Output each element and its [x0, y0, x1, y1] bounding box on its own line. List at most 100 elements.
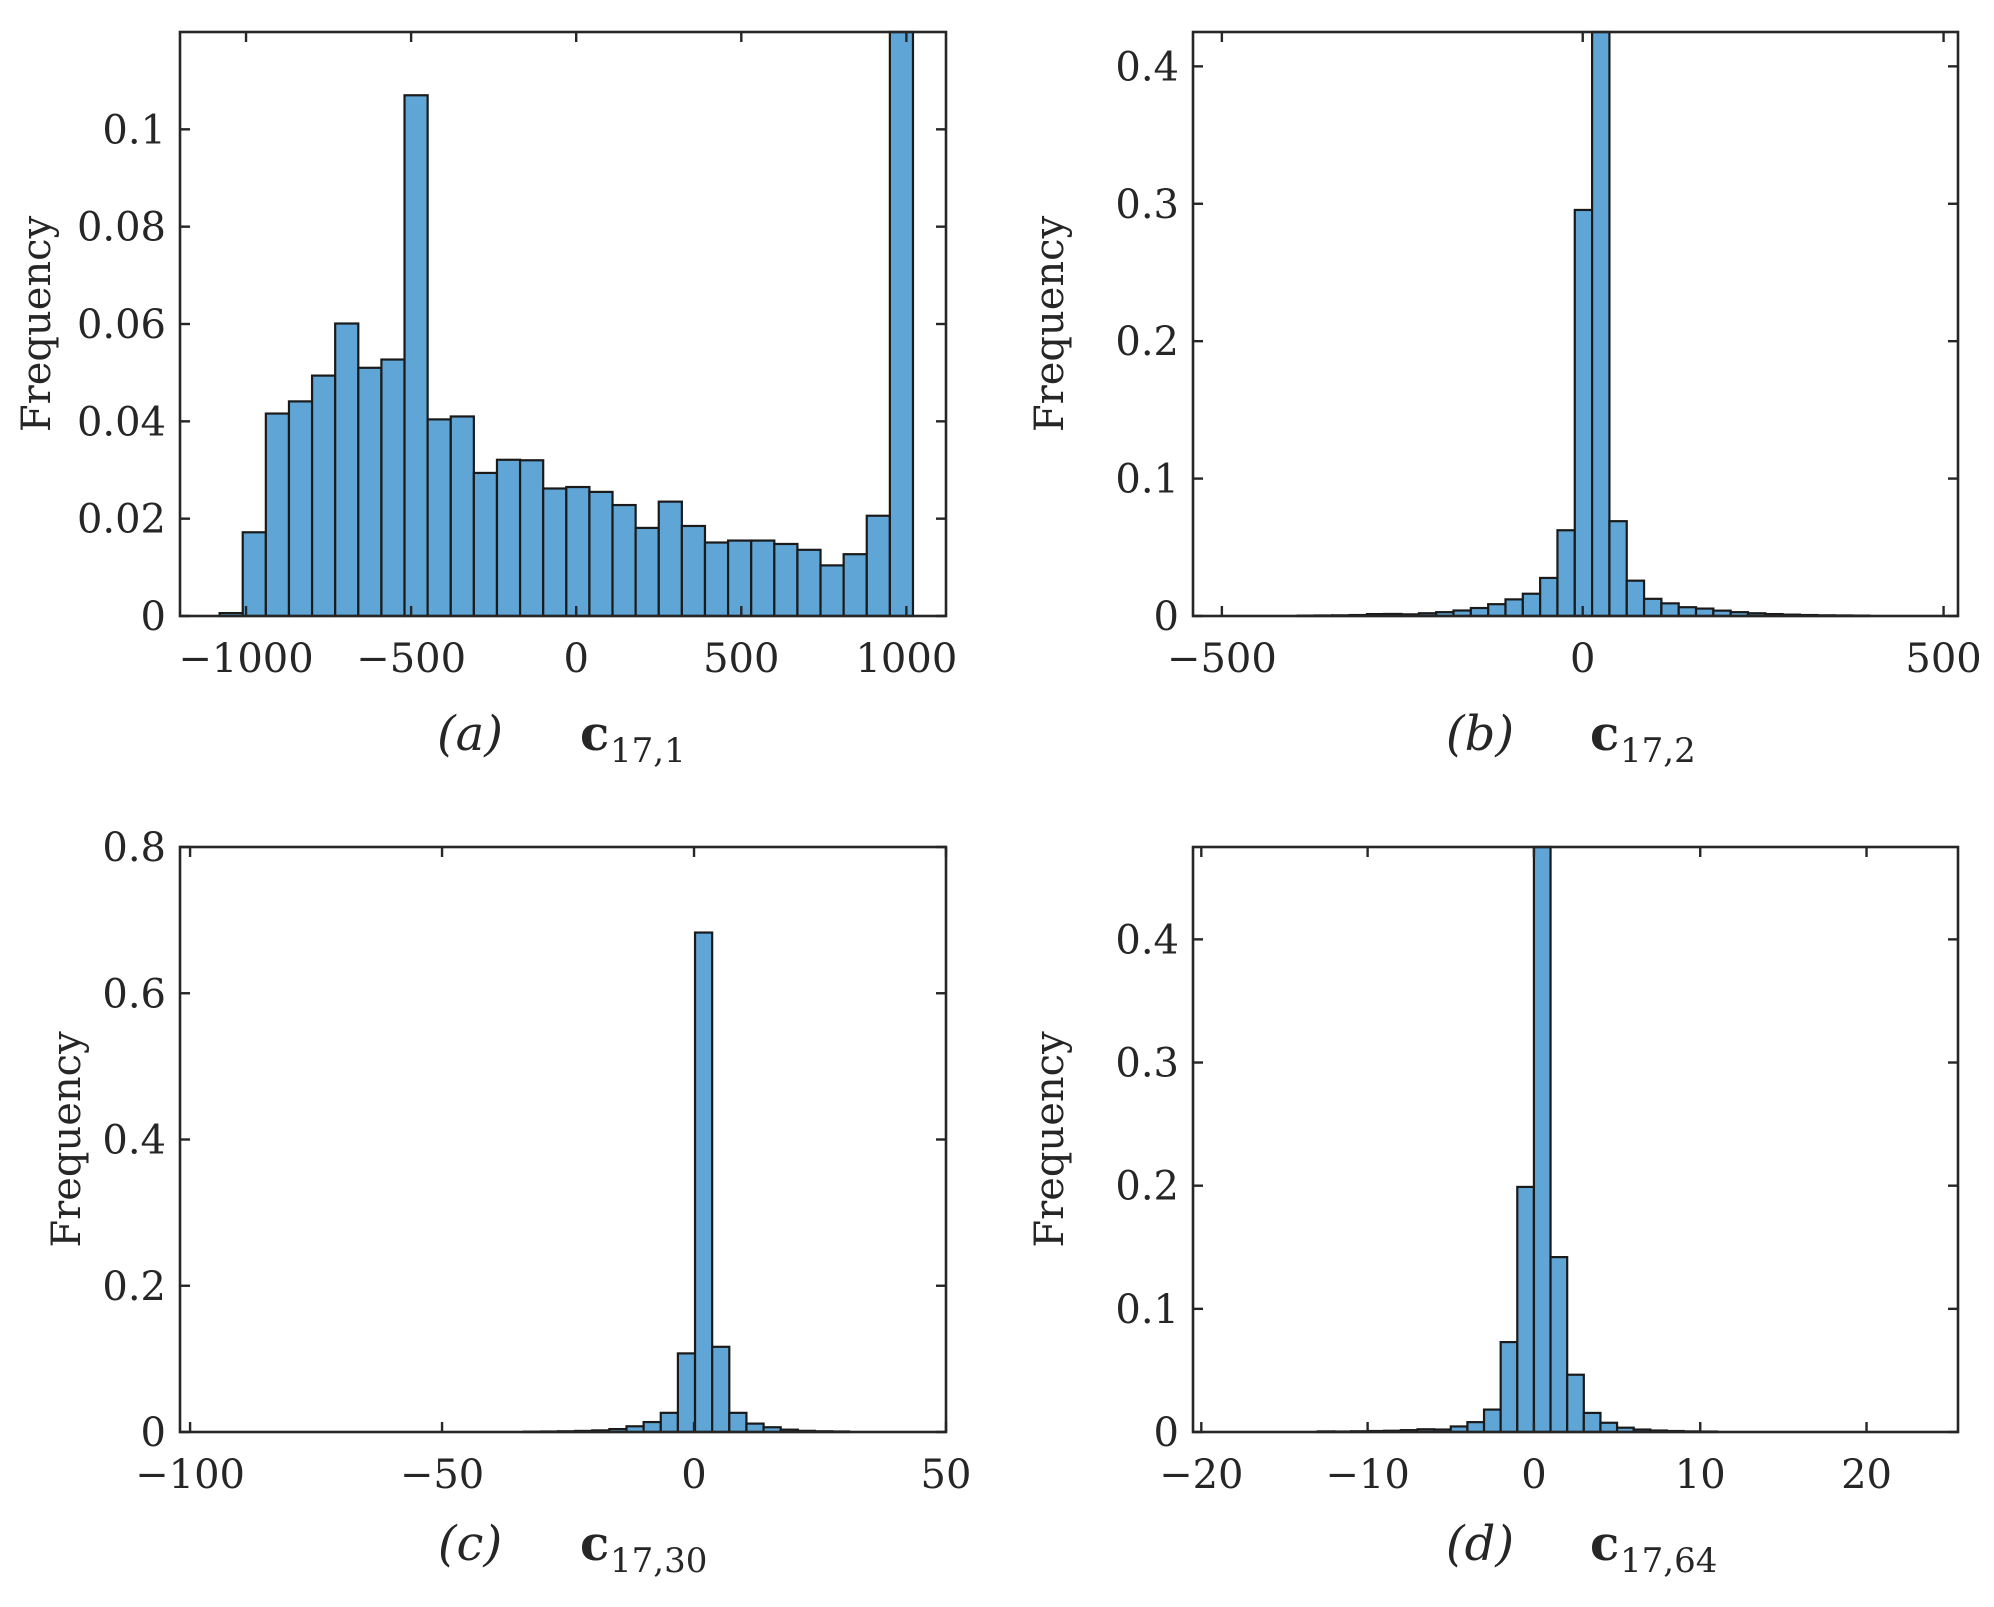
- y-axis-label: Frequency: [1027, 1031, 1073, 1248]
- y-tick-label: 0.6: [102, 971, 166, 1017]
- axes-frame: [178, 845, 948, 1434]
- histogram-bar: [310, 374, 337, 618]
- histogram-bar: [357, 366, 383, 618]
- y-tick-label: 0.2: [1115, 1164, 1179, 1210]
- y-tick-label: 0.06: [77, 302, 166, 348]
- histogram-bar: [1549, 1256, 1569, 1434]
- histogram-bar: [642, 1420, 662, 1434]
- x-tick-label: −500: [1167, 636, 1277, 682]
- histogram-bar: [565, 485, 591, 618]
- histogram-bar: [728, 1411, 748, 1434]
- y-tick-label: 0.3: [1115, 1041, 1179, 1087]
- x-tick-label: 500: [1905, 636, 1981, 682]
- y-tick-label: 0.3: [1115, 182, 1179, 228]
- histogram-bar: [1521, 592, 1542, 618]
- histogram-bar: [334, 322, 360, 618]
- panel-caption-variable: c: [580, 1516, 609, 1572]
- panel-caption-label: (d): [1446, 1516, 1514, 1572]
- panel-caption-label: (a): [437, 706, 503, 762]
- x-tick-label: 0: [681, 1452, 706, 1498]
- axes-frame: [1191, 845, 1960, 1434]
- y-tick-label: 0.8: [102, 825, 166, 871]
- y-axis-label: Frequency: [44, 1031, 90, 1248]
- histogram-bar: [1516, 1185, 1536, 1434]
- histogram-bar: [1504, 598, 1524, 618]
- x-tick-label: 20: [1841, 1452, 1892, 1498]
- histogram-bar: [865, 514, 891, 618]
- x-tick-label: −1000: [178, 636, 313, 682]
- histogram-bar: [657, 500, 683, 618]
- y-tick-label: 0.1: [1115, 1287, 1179, 1333]
- panel-caption-variable: c: [580, 706, 609, 762]
- histogram-bar: [634, 526, 660, 618]
- histogram-bar: [403, 94, 429, 618]
- histogram-bar: [750, 539, 776, 618]
- histogram-bar: [1466, 1421, 1486, 1434]
- y-axis-label: Frequency: [14, 215, 60, 432]
- histogram-bar: [518, 459, 545, 618]
- x-tick-label: 0: [1570, 636, 1595, 682]
- histogram-bar: [659, 1411, 680, 1434]
- y-tick-label: 0.4: [102, 1118, 166, 1164]
- y-tick-label: 0: [141, 1410, 166, 1456]
- histogram-bar: [1599, 1421, 1619, 1434]
- y-tick-label: 0.04: [77, 399, 166, 445]
- panel-caption-subscript: 17,2: [1620, 731, 1696, 771]
- histogram-bar: [1573, 208, 1594, 618]
- histogram-bar: [693, 931, 714, 1434]
- panel-caption-variable: c: [1590, 1516, 1619, 1572]
- histogram-bar: [726, 539, 753, 618]
- histogram-bar: [495, 458, 522, 618]
- histogram-bar: [1487, 603, 1507, 618]
- histogram-bar: [1660, 602, 1680, 618]
- histogram-bar: [264, 412, 291, 618]
- histogram-bar: [1532, 845, 1552, 1434]
- y-tick-label: 0: [1154, 1410, 1179, 1456]
- y-tick-label: 0: [141, 594, 166, 640]
- histogram-bar: [449, 415, 475, 618]
- histogram-bar: [1582, 1411, 1602, 1434]
- y-tick-label: 0.08: [77, 205, 166, 251]
- histogram-bar: [611, 503, 637, 618]
- x-tick-label: 0: [563, 636, 588, 682]
- histogram-bar: [819, 564, 845, 618]
- chart-panel-3: −20 −10 0 10 20 0 0.1 0.2 0.3 0.4 Frequency (d) c 17,…: [1027, 845, 1960, 1581]
- histogram-bar: [426, 418, 452, 618]
- chart-panel-0: −1000 −500 0 500 1000 0 0.02 0.04 0.06 0.08 0.1 Fre…: [14, 30, 957, 771]
- y-tick-label: 0.1: [102, 107, 166, 153]
- panel-caption-variable: c: [1590, 706, 1619, 762]
- x-tick-label: −20: [1159, 1452, 1243, 1498]
- y-tick-label: 0.02: [77, 497, 166, 543]
- x-tick-label: 10: [1675, 1452, 1726, 1498]
- histogram-bar: [1482, 1408, 1502, 1434]
- histogram-bar: [542, 487, 568, 618]
- histogram-bar: [711, 1345, 731, 1434]
- histogram-bar: [888, 30, 915, 618]
- axes-frame: [1191, 30, 1960, 618]
- y-tick-label: 0.4: [1115, 917, 1179, 963]
- panel-caption-subscript: 17,30: [610, 1541, 707, 1581]
- x-tick-label: 0: [1521, 1452, 1546, 1498]
- histogram-bar: [703, 541, 730, 618]
- histogram-bar: [1556, 529, 1576, 618]
- x-tick-label: 50: [921, 1452, 972, 1498]
- histogram-bar: [1566, 1373, 1585, 1434]
- histogram-bar: [241, 531, 267, 618]
- x-tick-label: 500: [703, 636, 779, 682]
- panel-caption-subscript: 17,64: [1620, 1541, 1717, 1581]
- histogram-bar: [472, 471, 499, 618]
- histogram-bar: [588, 490, 614, 618]
- histogram-bar: [773, 542, 799, 618]
- histogram-bar: [1642, 597, 1663, 618]
- histogram-bar: [1677, 606, 1698, 618]
- panel-caption-label: (b): [1446, 706, 1514, 762]
- y-tick-label: 0.1: [1115, 457, 1179, 503]
- histogram-bar: [287, 400, 314, 618]
- histogram-bar: [796, 548, 822, 618]
- x-tick-label: −500: [356, 636, 466, 682]
- y-axis-label: Frequency: [1027, 215, 1073, 432]
- histogram-bar: [842, 553, 868, 618]
- panel-caption-label: (c): [438, 1516, 502, 1572]
